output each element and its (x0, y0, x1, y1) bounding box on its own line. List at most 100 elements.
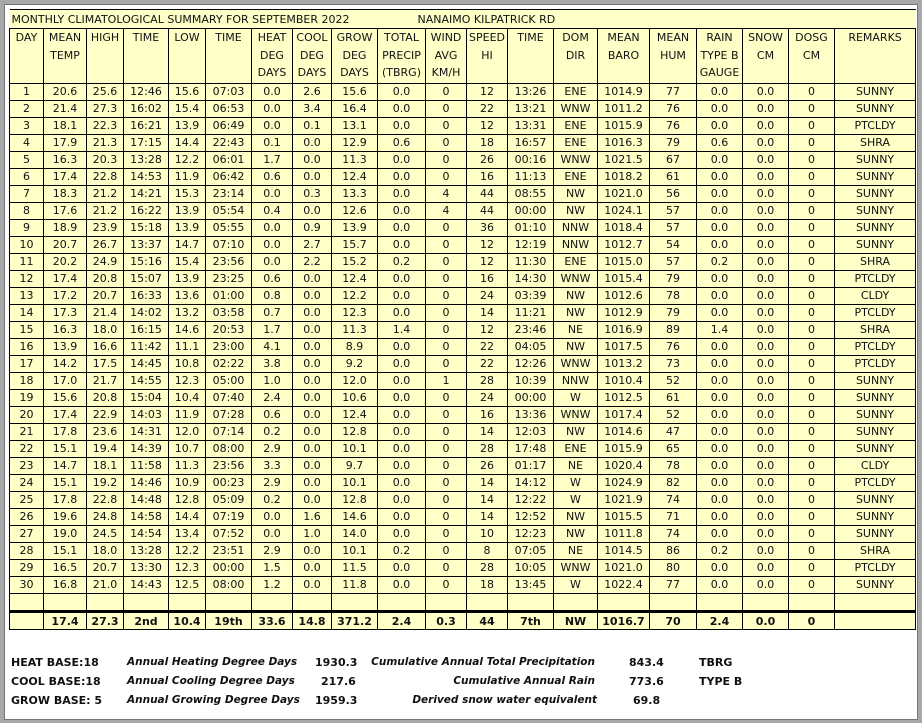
cell-day: 27 (9, 525, 44, 543)
cell-heat-deg-days: 0.0 (251, 253, 293, 271)
cell-time: 16:21 (123, 117, 169, 135)
empty-cell (123, 593, 169, 612)
footer-summary: HEAT BASE:18 COOL BASE:18 GROW BASE: 5 A… (9, 649, 915, 709)
cell-time: 01:00 (205, 287, 252, 305)
cell-dosg-cm: 0 (788, 219, 835, 237)
cell-high: 22.9 (86, 406, 124, 424)
cell-time: 15:18 (123, 219, 169, 237)
cell-speed-hi: 10 (466, 525, 508, 543)
cell-dom-dir: WNW (553, 100, 598, 118)
total-grow-deg-days: 371.2 (331, 610, 378, 630)
cell-dosg-cm: 0 (788, 270, 835, 288)
cell-mean-hum: 86 (649, 542, 697, 560)
column-header-heat-deg-days: HEAT DEG DAYS (251, 28, 293, 84)
table-row: 1 20.6 25.6 12:46 15.6 07:03 0.0 2.6 15.6 0.0 0 12 1… (9, 83, 917, 101)
column-header-mean-hum: MEAN HUM (649, 28, 697, 84)
header-row: DAY MEAN TEMP HIGH TIME LOW TIME HEAT DEG DAYS… (9, 28, 917, 84)
cell-dom-dir: NW (553, 287, 598, 305)
cell-time: 14:45 (123, 355, 169, 373)
cell-speed-hi: 12 (466, 117, 508, 135)
cell-high: 20.8 (86, 389, 124, 407)
cell-mean-temp: 18.3 (43, 185, 87, 203)
cell-rain-type-b-gauge: 0.0 (696, 100, 743, 118)
cell-speed-hi: 12 (466, 253, 508, 271)
cell-rain-type-b-gauge: 0.0 (696, 423, 743, 441)
cell-grow-deg-days: 9.2 (331, 355, 378, 373)
cell-dosg-cm: 0 (788, 423, 835, 441)
cell-time: 07:28 (205, 406, 252, 424)
cell-wind-avg-km-h: 0 (425, 406, 467, 424)
table-row: 26 19.6 24.8 14:58 14.4 07:19 0.0 1.6 14.6 0.0 0 14… (9, 508, 917, 526)
cell-low: 10.8 (168, 355, 206, 373)
cell-snow-cm: 0.0 (742, 236, 789, 254)
cell-rain-type-b-gauge: 0.0 (696, 304, 743, 322)
title-row: MONTHLY CLIMATOLOGICAL SUMMARY FOR SEPTE… (9, 9, 916, 29)
cell-dosg-cm: 0 (788, 474, 835, 492)
cell-mean-temp: 16.8 (43, 576, 87, 594)
table-row: 30 16.8 21.0 14:43 12.5 08:00 1.2 0.0 11.8 0.0 0 18… (9, 576, 917, 594)
snow-label: Derived snow water equivalent (412, 694, 597, 706)
table-row: 27 19.0 24.5 14:54 13.4 07:52 0.0 1.0 14.0 0.0 0 10… (9, 525, 917, 543)
cell-remarks: CLDY (833, 457, 917, 475)
cell-dosg-cm: 0 (788, 372, 835, 390)
table-row: 23 14.7 18.1 11:58 11.3 23:56 3.3 0.0 9.7 0.0 0 26 0… (9, 457, 917, 475)
cell-grow-deg-days: 11.3 (331, 321, 378, 339)
cell-dom-dir: ENE (553, 168, 598, 186)
column-header-dom-dir: DOM DIR (553, 28, 598, 84)
totals-row: 17.4 27.3 2nd 10.4 19th 33.6 14.8 371.2 2.4 0.3 44… (9, 610, 917, 630)
cell-remarks: SHRA (833, 542, 917, 560)
cell-low: 12.8 (168, 491, 206, 509)
cell-cool-deg-days: 0.0 (292, 151, 332, 169)
cell-wind-avg-km-h: 0 (425, 474, 467, 492)
cell-time: 07:05 (507, 542, 554, 560)
cell-time: 06:49 (205, 117, 252, 135)
cell-cool-deg-days: 0.3 (292, 185, 332, 203)
cell-time: 08:00 (205, 440, 252, 458)
cell-time: 07:52 (205, 525, 252, 543)
report-title: MONTHLY CLIMATOLOGICAL SUMMARY FOR SEPTE… (11, 12, 350, 26)
cell-mean-baro: 1021.5 (597, 151, 650, 169)
cell-dom-dir: NW (553, 508, 598, 526)
cell-day: 8 (9, 202, 44, 220)
cell-dom-dir: W (553, 389, 598, 407)
cell-grow-deg-days: 12.3 (331, 304, 378, 322)
cell-time: 11:13 (507, 168, 554, 186)
cell-snow-cm: 0.0 (742, 457, 789, 475)
cell-day: 25 (9, 491, 44, 509)
cell-grow-deg-days: 15.7 (331, 236, 378, 254)
cell-time: 11:42 (123, 338, 169, 356)
cell-dom-dir: WNW (553, 406, 598, 424)
cell-low: 13.9 (168, 270, 206, 288)
cell-mean-baro: 1017.5 (597, 338, 650, 356)
cell-remarks: SUNNY (833, 576, 917, 594)
cell-time: 05:09 (205, 491, 252, 509)
cell-low: 15.4 (168, 253, 206, 271)
cell-day: 23 (9, 457, 44, 475)
cell-time: 00:23 (205, 474, 252, 492)
cell-time: 01:10 (507, 219, 554, 237)
cell-time: 14:54 (123, 525, 169, 543)
cell-dom-dir: WNW (553, 270, 598, 288)
cell-cool-deg-days: 0.0 (292, 270, 332, 288)
cell-wind-avg-km-h: 0 (425, 525, 467, 543)
cell-total-precip-tbrg: 0.0 (377, 100, 426, 118)
cell-total-precip-tbrg: 0.0 (377, 508, 426, 526)
cell-rain-type-b-gauge: 0.0 (696, 372, 743, 390)
cell-snow-cm: 0.0 (742, 508, 789, 526)
cell-mean-baro: 1015.4 (597, 270, 650, 288)
cell-dom-dir: NE (553, 321, 598, 339)
cell-low: 10.4 (168, 389, 206, 407)
cell-mean-hum: 57 (649, 253, 697, 271)
cell-wind-avg-km-h: 0 (425, 219, 467, 237)
cell-high: 18.0 (86, 542, 124, 560)
cell-dosg-cm: 0 (788, 525, 835, 543)
column-header-time: TIME (205, 28, 252, 84)
empty-cell (9, 593, 44, 612)
cell-remarks: SUNNY (833, 440, 917, 458)
cell-mean-temp: 14.7 (43, 457, 87, 475)
cell-mean-baro: 1021.9 (597, 491, 650, 509)
cell-time: 11:30 (507, 253, 554, 271)
cell-low: 14.6 (168, 321, 206, 339)
empty-cell (742, 593, 789, 612)
cell-high: 18.0 (86, 321, 124, 339)
